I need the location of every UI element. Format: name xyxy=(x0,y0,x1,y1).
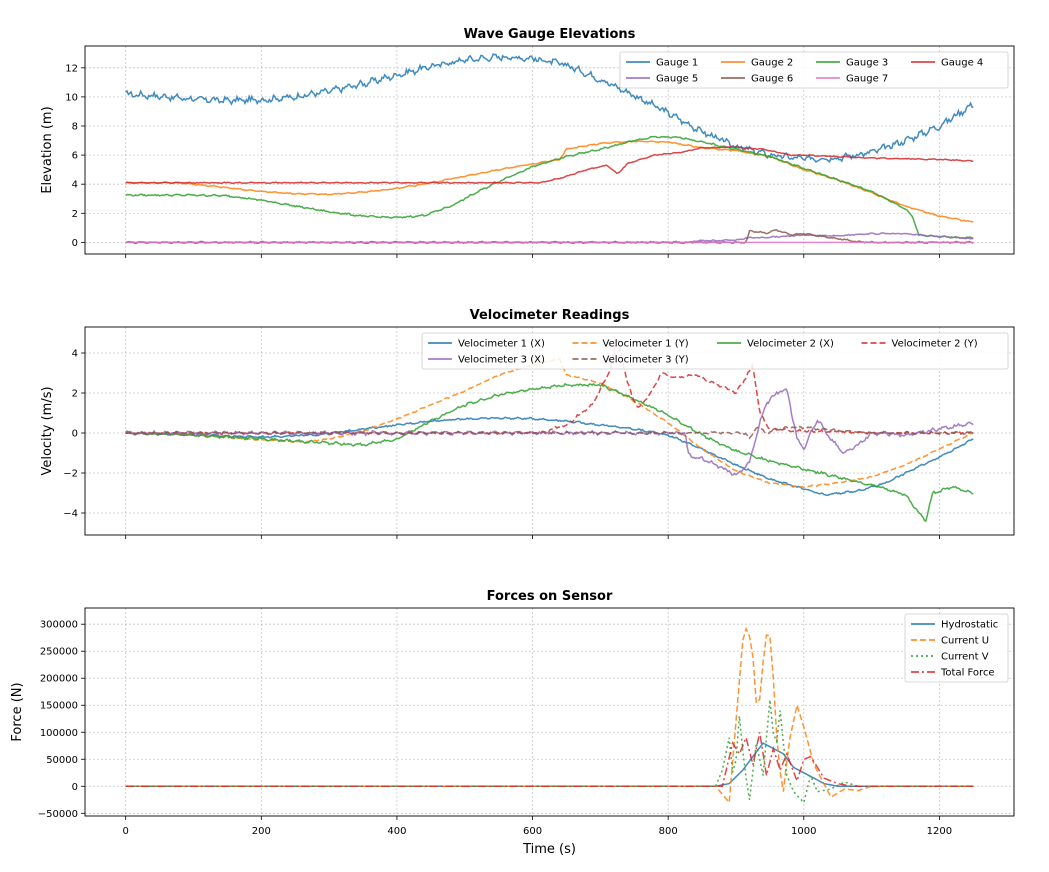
legend-label: Velocimeter 1 (X) xyxy=(458,339,545,350)
x-tick-label: 200 xyxy=(252,826,271,837)
legend-label: Velocimeter 2 (X) xyxy=(747,339,834,350)
y-tick-label: 6 xyxy=(72,151,78,162)
y-tick-label: 2 xyxy=(72,389,78,400)
legend xyxy=(904,613,1009,683)
legend xyxy=(619,51,1009,89)
legend-label: Gauge 3 xyxy=(846,58,888,69)
chart-title: Wave Gauge Elevations xyxy=(464,27,636,42)
legend-label: Current U xyxy=(941,636,989,647)
series-line-gauge-6 xyxy=(125,229,974,245)
chart-title: Forces on Sensor xyxy=(487,589,613,604)
y-tick-label: 12 xyxy=(65,63,78,74)
y-tick-label: 150000 xyxy=(40,701,78,712)
y-tick-label: 100000 xyxy=(40,728,78,739)
x-axis-label: Time (s) xyxy=(522,842,576,857)
plot-frame xyxy=(84,45,1015,255)
legend-label: Gauge 2 xyxy=(751,58,793,69)
series-line-gauge-4 xyxy=(125,146,974,185)
legend-label: Velocimeter 3 (X) xyxy=(458,355,545,366)
legend-label: Hydrostatic xyxy=(941,620,998,631)
y-tick-label: 200000 xyxy=(40,674,78,685)
y-tick-label: 0 xyxy=(72,238,78,249)
legend-label: Gauge 4 xyxy=(941,58,983,69)
legend-label: Velocimeter 1 (Y) xyxy=(603,339,689,350)
subplot-wave-gauges: 0 2 4 6 8 10 12 Wave Gauge Elevations Elevation … xyxy=(40,27,1015,258)
plot-frame xyxy=(84,326,1015,536)
x-tick-label: 600 xyxy=(523,826,542,837)
y-tick-label: 8 xyxy=(72,122,78,133)
y-axis-label: Elevation (m) xyxy=(40,106,55,193)
legend-label: Current V xyxy=(941,652,989,663)
legend-label: Total Force xyxy=(940,668,995,679)
y-tick-label: 250000 xyxy=(40,647,78,658)
series-line-velocimeter-1-y- xyxy=(125,358,974,489)
legend-label: Gauge 1 xyxy=(656,58,698,69)
y-tick-label: −4 xyxy=(63,509,78,520)
y-axis-label: Force (N) xyxy=(10,682,25,741)
series-line-gauge-1 xyxy=(125,52,974,164)
series-line-gauge-3 xyxy=(125,135,974,240)
series-line-velocimeter-2-x- xyxy=(125,382,974,522)
y-tick-label: 10 xyxy=(65,92,78,103)
legend xyxy=(421,332,1009,370)
legend-label: Velocimeter 3 (Y) xyxy=(603,355,689,366)
series-line-velocimeter-3-y- xyxy=(125,425,974,440)
series-line-hydrostatic xyxy=(125,742,974,788)
legend-label: Gauge 5 xyxy=(656,74,698,85)
series-line-total-force xyxy=(125,732,974,788)
subplot-forces: 0 200 400 600 800 1000 1200 −50000 0 50000 100000 1… xyxy=(10,589,1015,857)
series-line-current-u xyxy=(125,626,974,805)
y-tick-label: 4 xyxy=(72,180,78,191)
series-line-current-v xyxy=(125,699,974,805)
legend-label: Gauge 7 xyxy=(846,74,888,85)
y-tick-label: 4 xyxy=(72,349,78,360)
y-tick-label: −2 xyxy=(63,469,78,480)
x-tick-label: 1000 xyxy=(791,826,816,837)
x-tick-label: 0 xyxy=(122,826,128,837)
legend-label: Velocimeter 2 (Y) xyxy=(892,339,978,350)
subplot-velocimeters: −4 −2 0 2 4 Velocimeter Readings Velocity (m/s… xyxy=(40,308,1015,539)
y-tick-label: 300000 xyxy=(40,620,78,631)
y-tick-label: 0 xyxy=(72,429,78,440)
y-tick-label: 2 xyxy=(72,209,78,220)
y-tick-label: 50000 xyxy=(46,755,78,766)
series-line-velocimeter-1-x- xyxy=(125,416,974,497)
y-tick-label: −50000 xyxy=(38,809,78,820)
y-axis-label: Velocity (m/s) xyxy=(40,386,55,475)
legend-label: Gauge 6 xyxy=(751,74,793,85)
x-tick-label: 800 xyxy=(659,826,678,837)
y-tick-label: 0 xyxy=(72,782,78,793)
x-tick-label: 1200 xyxy=(927,826,952,837)
chart-title: Velocimeter Readings xyxy=(470,308,630,323)
plot-frame xyxy=(84,607,1015,817)
x-tick-label: 400 xyxy=(387,826,406,837)
